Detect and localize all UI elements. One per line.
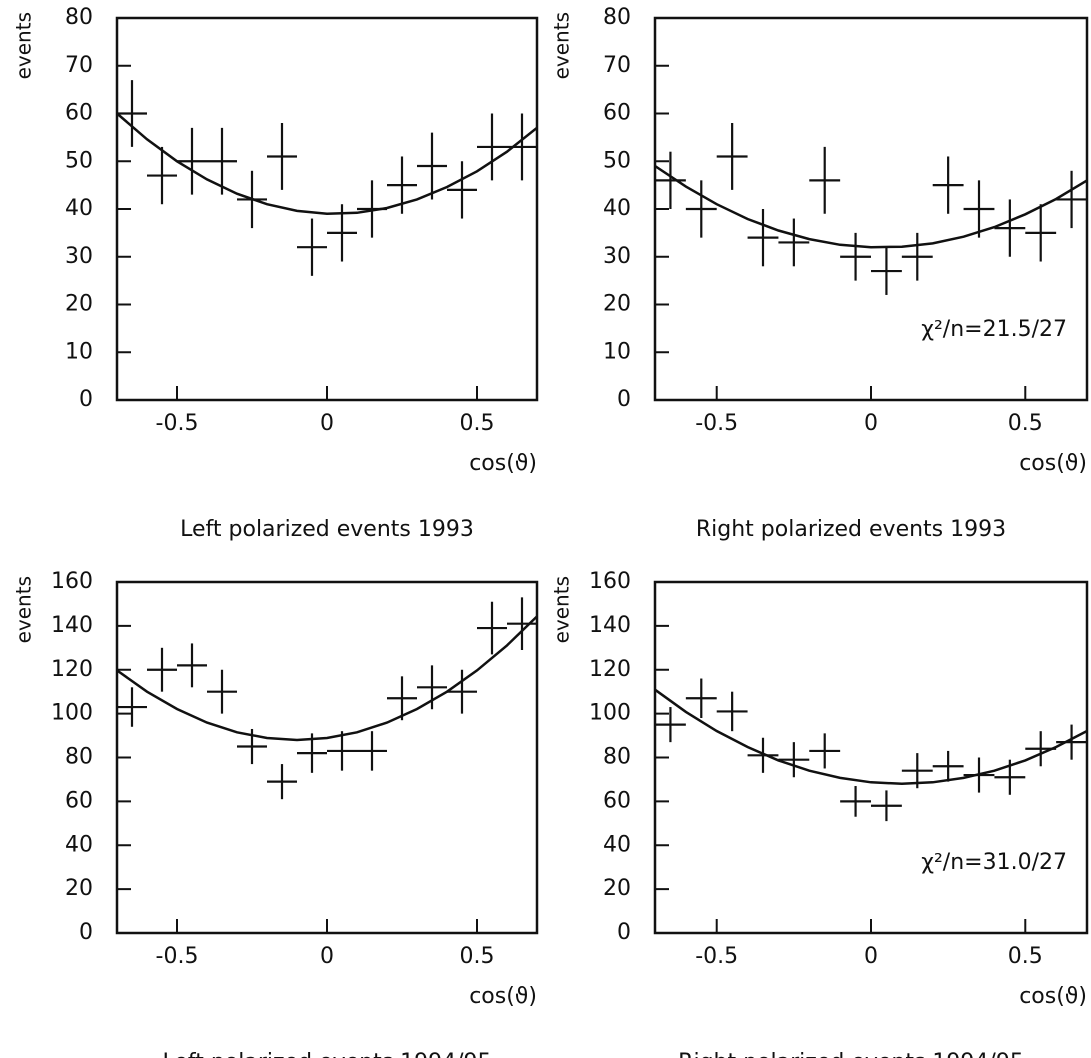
fit-curve [654, 688, 1088, 786]
plot-frame [653, 16, 1089, 402]
x-axis-label: cos(ϑ) [469, 451, 537, 476]
panel-title: Right polarized events 1994/95 [678, 1050, 1024, 1058]
y-tick-label: 10 [65, 339, 93, 364]
y-tick-label: 0 [79, 920, 93, 945]
x-tick-label: 0.5 [460, 411, 495, 436]
plot-frame [653, 580, 1089, 935]
y-tick-label: 60 [603, 788, 631, 813]
y-tick-label: 30 [603, 244, 631, 269]
fit-curve [116, 112, 538, 216]
x-axis-label: cos(ϑ) [1019, 984, 1087, 1009]
y-tick-label: 40 [603, 832, 631, 857]
y-tick-label: 120 [51, 657, 93, 682]
plot-frame [115, 580, 539, 935]
x-tick-label: 0 [864, 411, 878, 436]
y-tick-label: 40 [65, 832, 93, 857]
y-tick-label: 160 [589, 569, 631, 594]
y-tick-label: 70 [65, 53, 93, 78]
y-tick-label: 80 [603, 5, 631, 30]
y-tick-label: 30 [65, 244, 93, 269]
y-tick-label: 10 [603, 339, 631, 364]
x-tick-label: -0.5 [156, 944, 199, 969]
y-tick-label: 50 [603, 148, 631, 173]
panel-title: Right polarized events 1993 [696, 517, 1006, 542]
x-tick-label: -0.5 [695, 944, 738, 969]
x-tick-label: 0.5 [460, 944, 495, 969]
fit-curve [654, 164, 1088, 249]
y-tick-label: 40 [65, 196, 93, 221]
x-tick-label: 0 [320, 944, 334, 969]
x-axis-label: cos(ϑ) [1019, 451, 1087, 476]
plot-frame [115, 16, 539, 402]
panel-title: Left polarized events 1994/95 [162, 1050, 491, 1058]
x-tick-label: 0 [320, 411, 334, 436]
y-tick-label: 60 [65, 101, 93, 126]
x-tick-label: 0.5 [1008, 944, 1043, 969]
y-tick-label: 60 [603, 101, 631, 126]
y-tick-label: 50 [65, 148, 93, 173]
y-tick-label: 120 [589, 657, 631, 682]
y-tick-label: 60 [65, 788, 93, 813]
y-axis-label: events [12, 576, 36, 643]
y-tick-label: 40 [603, 196, 631, 221]
fit-annotation: χ²/n=21.5/27 [921, 317, 1067, 342]
panel-title: Left polarized events 1993 [180, 517, 474, 542]
y-tick-label: 100 [589, 701, 631, 726]
fit-annotation: χ²/n=31.0/27 [921, 850, 1067, 875]
y-tick-label: 20 [65, 292, 93, 317]
fit-curve [116, 615, 538, 742]
y-tick-label: 0 [617, 387, 631, 412]
x-tick-label: 0.5 [1008, 411, 1043, 436]
y-tick-label: 20 [65, 876, 93, 901]
y-tick-label: 20 [603, 876, 631, 901]
x-tick-label: 0 [864, 944, 878, 969]
y-tick-label: 20 [603, 292, 631, 317]
y-tick-label: 0 [79, 387, 93, 412]
x-tick-label: -0.5 [156, 411, 199, 436]
x-tick-label: -0.5 [695, 411, 738, 436]
y-tick-label: 100 [51, 701, 93, 726]
y-tick-label: 70 [603, 53, 631, 78]
y-tick-label: 80 [603, 745, 631, 770]
y-tick-label: 160 [51, 569, 93, 594]
x-axis-label: cos(ϑ) [469, 984, 537, 1009]
y-axis-label: events [550, 576, 574, 643]
y-tick-label: 0 [617, 920, 631, 945]
y-tick-label: 140 [589, 613, 631, 638]
y-tick-label: 140 [51, 613, 93, 638]
y-tick-label: 80 [65, 5, 93, 30]
y-axis-label: events [550, 12, 574, 79]
y-tick-label: 80 [65, 745, 93, 770]
y-axis-label: events [12, 12, 36, 79]
